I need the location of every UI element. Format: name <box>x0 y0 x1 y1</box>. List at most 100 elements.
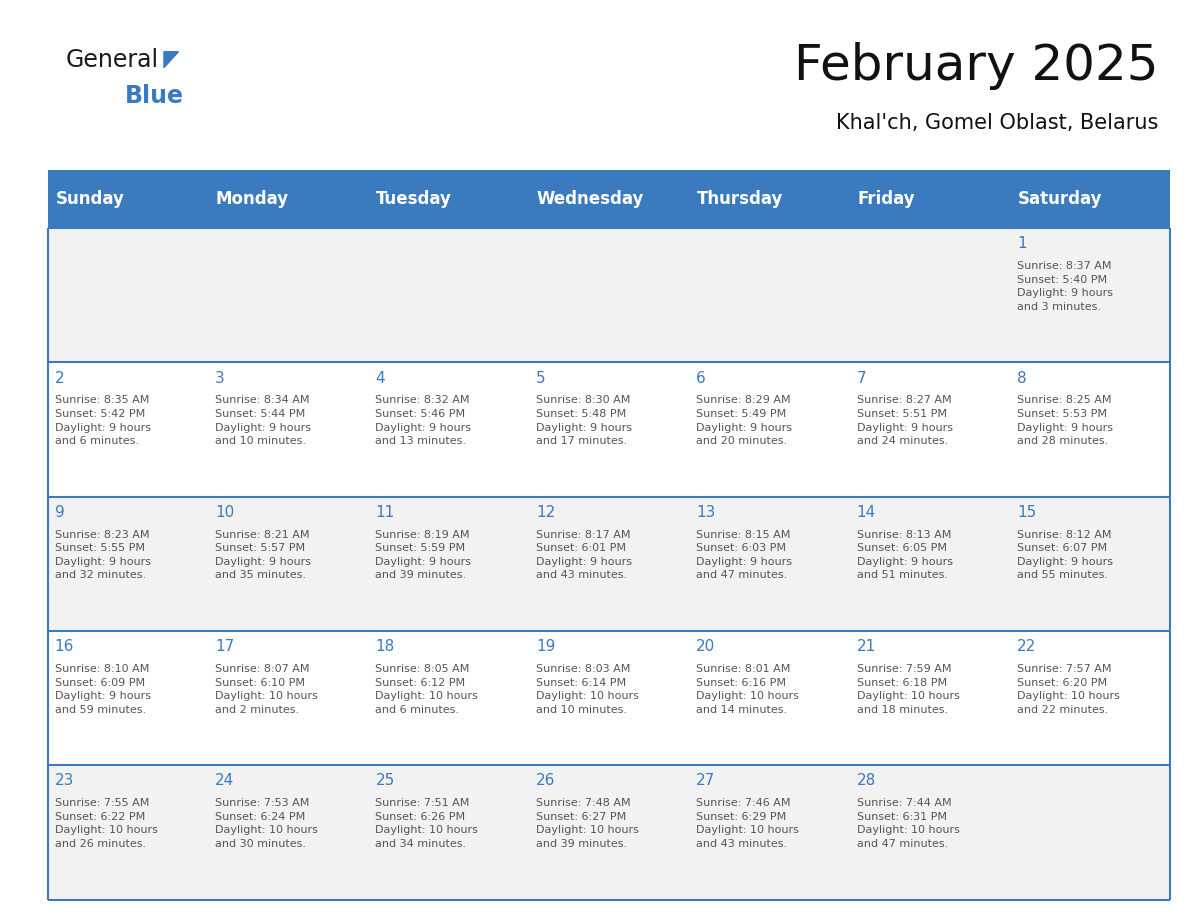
Bar <box>48 170 1170 229</box>
Text: 5: 5 <box>536 371 545 386</box>
Text: 26: 26 <box>536 773 555 789</box>
Text: Sunrise: 7:53 AM
Sunset: 6:24 PM
Daylight: 10 hours
and 30 minutes.: Sunrise: 7:53 AM Sunset: 6:24 PM Dayligh… <box>215 799 318 849</box>
Text: 10: 10 <box>215 505 234 520</box>
Text: 28: 28 <box>857 773 876 789</box>
Text: Sunrise: 8:15 AM
Sunset: 6:03 PM
Daylight: 9 hours
and 47 minutes.: Sunrise: 8:15 AM Sunset: 6:03 PM Dayligh… <box>696 530 792 580</box>
Text: 16: 16 <box>55 639 74 655</box>
Bar <box>1010 497 1170 631</box>
Text: Sunrise: 8:12 AM
Sunset: 6:07 PM
Daylight: 9 hours
and 55 minutes.: Sunrise: 8:12 AM Sunset: 6:07 PM Dayligh… <box>1017 530 1113 580</box>
Bar <box>529 766 689 900</box>
Text: 8: 8 <box>1017 371 1026 386</box>
Text: Sunrise: 7:57 AM
Sunset: 6:20 PM
Daylight: 10 hours
and 22 minutes.: Sunrise: 7:57 AM Sunset: 6:20 PM Dayligh… <box>1017 664 1120 715</box>
Text: 4: 4 <box>375 371 385 386</box>
Text: 9: 9 <box>55 505 64 520</box>
Text: 1: 1 <box>1017 236 1026 252</box>
Text: Sunrise: 8:10 AM
Sunset: 6:09 PM
Daylight: 9 hours
and 59 minutes.: Sunrise: 8:10 AM Sunset: 6:09 PM Dayligh… <box>55 664 151 715</box>
Text: 11: 11 <box>375 505 394 520</box>
Text: Thursday: Thursday <box>697 190 783 208</box>
Bar <box>1010 766 1170 900</box>
Bar <box>849 766 1010 900</box>
Text: Sunrise: 8:07 AM
Sunset: 6:10 PM
Daylight: 10 hours
and 2 minutes.: Sunrise: 8:07 AM Sunset: 6:10 PM Dayligh… <box>215 664 318 715</box>
Text: 3: 3 <box>215 371 225 386</box>
Text: Sunrise: 8:29 AM
Sunset: 5:49 PM
Daylight: 9 hours
and 20 minutes.: Sunrise: 8:29 AM Sunset: 5:49 PM Dayligh… <box>696 396 792 446</box>
Bar <box>689 766 849 900</box>
Text: 13: 13 <box>696 505 715 520</box>
Bar <box>208 766 368 900</box>
Text: Saturday: Saturday <box>1018 190 1102 208</box>
Text: 15: 15 <box>1017 505 1036 520</box>
Text: 27: 27 <box>696 773 715 789</box>
Text: Sunrise: 8:30 AM
Sunset: 5:48 PM
Daylight: 9 hours
and 17 minutes.: Sunrise: 8:30 AM Sunset: 5:48 PM Dayligh… <box>536 396 632 446</box>
Bar <box>48 766 208 900</box>
Text: 6: 6 <box>696 371 706 386</box>
Text: Sunrise: 7:48 AM
Sunset: 6:27 PM
Daylight: 10 hours
and 39 minutes.: Sunrise: 7:48 AM Sunset: 6:27 PM Dayligh… <box>536 799 639 849</box>
Text: 12: 12 <box>536 505 555 520</box>
Text: Khal'ch, Gomel Oblast, Belarus: Khal'ch, Gomel Oblast, Belarus <box>836 113 1158 133</box>
Bar <box>849 631 1010 766</box>
Text: 23: 23 <box>55 773 74 789</box>
Text: 25: 25 <box>375 773 394 789</box>
Text: 21: 21 <box>857 639 876 655</box>
Text: 20: 20 <box>696 639 715 655</box>
Text: Sunrise: 8:05 AM
Sunset: 6:12 PM
Daylight: 10 hours
and 6 minutes.: Sunrise: 8:05 AM Sunset: 6:12 PM Dayligh… <box>375 664 479 715</box>
Text: 7: 7 <box>857 371 866 386</box>
Text: Friday: Friday <box>858 190 915 208</box>
Bar <box>208 631 368 766</box>
Text: General: General <box>65 48 158 72</box>
Bar <box>689 229 849 363</box>
Text: Sunrise: 8:19 AM
Sunset: 5:59 PM
Daylight: 9 hours
and 39 minutes.: Sunrise: 8:19 AM Sunset: 5:59 PM Dayligh… <box>375 530 472 580</box>
Text: Sunrise: 8:01 AM
Sunset: 6:16 PM
Daylight: 10 hours
and 14 minutes.: Sunrise: 8:01 AM Sunset: 6:16 PM Dayligh… <box>696 664 800 715</box>
Text: Sunrise: 8:35 AM
Sunset: 5:42 PM
Daylight: 9 hours
and 6 minutes.: Sunrise: 8:35 AM Sunset: 5:42 PM Dayligh… <box>55 396 151 446</box>
Text: Wednesday: Wednesday <box>537 190 644 208</box>
Text: Sunrise: 7:44 AM
Sunset: 6:31 PM
Daylight: 10 hours
and 47 minutes.: Sunrise: 7:44 AM Sunset: 6:31 PM Dayligh… <box>857 799 960 849</box>
Text: Sunrise: 8:23 AM
Sunset: 5:55 PM
Daylight: 9 hours
and 32 minutes.: Sunrise: 8:23 AM Sunset: 5:55 PM Dayligh… <box>55 530 151 580</box>
Text: February 2025: February 2025 <box>794 42 1158 90</box>
Text: Sunrise: 7:51 AM
Sunset: 6:26 PM
Daylight: 10 hours
and 34 minutes.: Sunrise: 7:51 AM Sunset: 6:26 PM Dayligh… <box>375 799 479 849</box>
Bar <box>208 363 368 497</box>
Bar <box>849 497 1010 631</box>
Text: Tuesday: Tuesday <box>377 190 453 208</box>
Bar <box>529 631 689 766</box>
Text: Sunrise: 8:37 AM
Sunset: 5:40 PM
Daylight: 9 hours
and 3 minutes.: Sunrise: 8:37 AM Sunset: 5:40 PM Dayligh… <box>1017 261 1113 312</box>
Bar <box>849 229 1010 363</box>
Bar <box>1010 363 1170 497</box>
Bar <box>48 497 208 631</box>
Text: 19: 19 <box>536 639 555 655</box>
Bar <box>368 631 529 766</box>
Text: 22: 22 <box>1017 639 1036 655</box>
Bar <box>1010 229 1170 363</box>
Bar <box>208 229 368 363</box>
Text: 14: 14 <box>857 505 876 520</box>
Bar <box>689 363 849 497</box>
Bar <box>368 229 529 363</box>
Text: Sunrise: 8:27 AM
Sunset: 5:51 PM
Daylight: 9 hours
and 24 minutes.: Sunrise: 8:27 AM Sunset: 5:51 PM Dayligh… <box>857 396 953 446</box>
Text: Sunrise: 8:03 AM
Sunset: 6:14 PM
Daylight: 10 hours
and 10 minutes.: Sunrise: 8:03 AM Sunset: 6:14 PM Dayligh… <box>536 664 639 715</box>
Bar <box>368 497 529 631</box>
Text: 18: 18 <box>375 639 394 655</box>
Bar <box>48 363 208 497</box>
Text: Sunrise: 7:55 AM
Sunset: 6:22 PM
Daylight: 10 hours
and 26 minutes.: Sunrise: 7:55 AM Sunset: 6:22 PM Dayligh… <box>55 799 158 849</box>
Polygon shape <box>164 51 178 68</box>
Bar <box>849 363 1010 497</box>
Text: Sunrise: 8:32 AM
Sunset: 5:46 PM
Daylight: 9 hours
and 13 minutes.: Sunrise: 8:32 AM Sunset: 5:46 PM Dayligh… <box>375 396 472 446</box>
Bar <box>689 631 849 766</box>
Bar <box>529 497 689 631</box>
Text: 2: 2 <box>55 371 64 386</box>
Bar <box>689 497 849 631</box>
Text: 24: 24 <box>215 773 234 789</box>
Text: 17: 17 <box>215 639 234 655</box>
Bar <box>48 229 208 363</box>
Text: Sunrise: 8:25 AM
Sunset: 5:53 PM
Daylight: 9 hours
and 28 minutes.: Sunrise: 8:25 AM Sunset: 5:53 PM Dayligh… <box>1017 396 1113 446</box>
Text: Sunrise: 7:46 AM
Sunset: 6:29 PM
Daylight: 10 hours
and 43 minutes.: Sunrise: 7:46 AM Sunset: 6:29 PM Dayligh… <box>696 799 800 849</box>
Bar <box>529 229 689 363</box>
Bar <box>208 497 368 631</box>
Bar <box>368 363 529 497</box>
Text: Monday: Monday <box>216 190 289 208</box>
Bar <box>368 766 529 900</box>
Bar <box>48 631 208 766</box>
Text: Sunrise: 8:21 AM
Sunset: 5:57 PM
Daylight: 9 hours
and 35 minutes.: Sunrise: 8:21 AM Sunset: 5:57 PM Dayligh… <box>215 530 311 580</box>
Bar <box>1010 631 1170 766</box>
Text: Sunday: Sunday <box>56 190 125 208</box>
Text: Sunrise: 7:59 AM
Sunset: 6:18 PM
Daylight: 10 hours
and 18 minutes.: Sunrise: 7:59 AM Sunset: 6:18 PM Dayligh… <box>857 664 960 715</box>
Text: Sunrise: 8:34 AM
Sunset: 5:44 PM
Daylight: 9 hours
and 10 minutes.: Sunrise: 8:34 AM Sunset: 5:44 PM Dayligh… <box>215 396 311 446</box>
